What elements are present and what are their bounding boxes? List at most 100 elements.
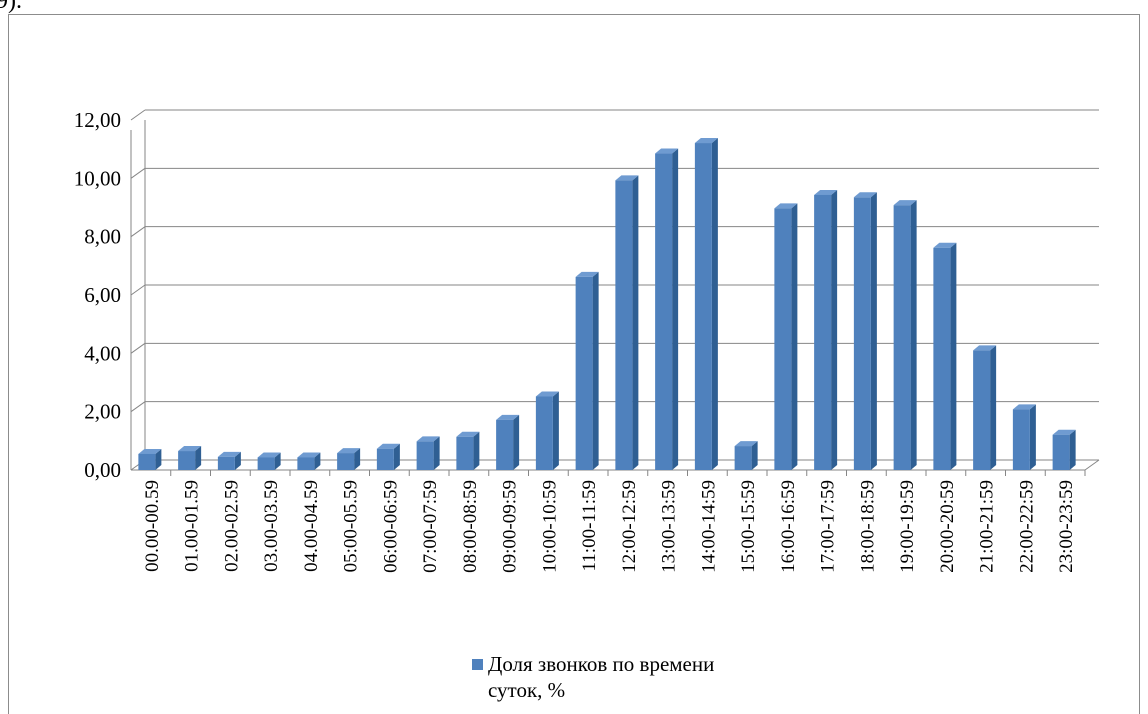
x-tick-label: 20:00-20:59 bbox=[937, 480, 958, 573]
bar bbox=[734, 441, 758, 470]
x-tick-label: 23:00-23:59 bbox=[1056, 480, 1077, 573]
gridline-side bbox=[130, 109, 146, 121]
x-tick-label: 01.00-01.59 bbox=[182, 480, 203, 572]
y-tick-label: 6,00 bbox=[84, 283, 121, 307]
x-tick-label: 17:00-17:59 bbox=[818, 480, 839, 573]
bar-front bbox=[535, 396, 553, 470]
x-tick-label: 03.00-03.59 bbox=[261, 480, 282, 572]
bar bbox=[416, 436, 440, 470]
x-tick-label: 13:00-13:59 bbox=[659, 480, 680, 573]
bar bbox=[575, 271, 599, 470]
y-tick-label: 0,00 bbox=[84, 458, 121, 482]
bar-front bbox=[655, 153, 673, 470]
bar-front bbox=[1052, 434, 1070, 470]
x-tick-label: 09:00-09:59 bbox=[500, 480, 521, 573]
bar-top bbox=[893, 200, 917, 206]
x-tick-label: 22:00-22:59 bbox=[1016, 480, 1037, 573]
bar-front bbox=[416, 441, 434, 470]
bar-side bbox=[1069, 429, 1076, 470]
bar-front bbox=[217, 456, 235, 470]
bar-front bbox=[734, 446, 752, 470]
bar bbox=[893, 200, 917, 470]
gridline-side bbox=[130, 167, 146, 179]
bar-top bbox=[774, 203, 798, 209]
bar-top bbox=[178, 446, 202, 452]
x-tick-label: 18:00-18:59 bbox=[857, 480, 878, 573]
bar-top bbox=[734, 441, 758, 447]
x-tick-label: 04.00-04.59 bbox=[301, 480, 322, 572]
bar bbox=[376, 443, 400, 470]
bar bbox=[178, 446, 202, 470]
x-tick-label: 14:00-14:59 bbox=[698, 480, 719, 573]
bar-front bbox=[694, 143, 712, 470]
legend-swatch bbox=[472, 659, 483, 670]
bar bbox=[774, 203, 798, 470]
bar-side bbox=[393, 443, 400, 470]
bar-side bbox=[950, 242, 957, 470]
x-tick-label: 00.00-00.59 bbox=[142, 480, 163, 572]
bar-top bbox=[973, 345, 997, 351]
bar-top bbox=[814, 189, 838, 195]
bar-top bbox=[376, 443, 400, 449]
axes bbox=[130, 120, 1100, 476]
chart-frame bbox=[8, 14, 1140, 714]
bar-side bbox=[354, 448, 361, 470]
bar bbox=[337, 448, 361, 470]
bar-top bbox=[535, 391, 559, 397]
y-tick-labels: 0,00 2,00 4,00 6,00 8,00 10,00 12,00 bbox=[74, 108, 121, 482]
bar-top bbox=[217, 451, 241, 457]
x-tick-label: 21:00-21:59 bbox=[977, 480, 998, 573]
bar-top bbox=[337, 448, 361, 454]
x-tick-label: 10:00-10:59 bbox=[539, 480, 560, 573]
bar-side bbox=[473, 431, 480, 470]
bar bbox=[496, 414, 520, 470]
bar-side bbox=[1029, 404, 1036, 470]
bar-side bbox=[870, 192, 877, 470]
bar bbox=[297, 452, 321, 470]
bar-top bbox=[853, 192, 877, 198]
x-tick-label: 15:00-15:59 bbox=[738, 480, 759, 573]
bar-front bbox=[456, 436, 474, 470]
bar-front bbox=[178, 451, 196, 470]
bar-front bbox=[337, 453, 355, 470]
x-tick-label: 05:00-05.59 bbox=[341, 480, 362, 572]
x-tick-label: 08:00-08:59 bbox=[460, 480, 481, 573]
y-tick-label: 10,00 bbox=[74, 166, 121, 190]
bar-top bbox=[655, 148, 679, 154]
bar-side bbox=[552, 391, 559, 470]
bar-front bbox=[853, 197, 871, 470]
bar-front bbox=[138, 453, 156, 470]
x-tick-label: 11:00-11:59 bbox=[579, 480, 600, 571]
legend-label-line-2: суток, % bbox=[488, 678, 566, 702]
bar-side bbox=[751, 441, 758, 470]
bar-front bbox=[814, 194, 832, 471]
gridline-side bbox=[130, 226, 146, 238]
x-tick-label: 19:00-19:59 bbox=[897, 480, 918, 573]
bar-top bbox=[456, 431, 480, 437]
legend-label-line-1: Доля звонков по времени bbox=[488, 652, 715, 676]
bar-front bbox=[1012, 409, 1030, 470]
x-tick-label: 07:00-07:59 bbox=[420, 480, 441, 573]
bar-front bbox=[774, 208, 792, 470]
bar bbox=[814, 189, 838, 471]
x-tick-label: 16:00-16:59 bbox=[778, 480, 799, 573]
bar bbox=[655, 148, 679, 470]
bar-top bbox=[1052, 429, 1076, 435]
bar bbox=[1052, 429, 1076, 470]
bar-front bbox=[973, 350, 991, 470]
bar-top bbox=[1012, 404, 1036, 410]
bar-side bbox=[791, 203, 798, 470]
x-tick-label: 02.00-02.59 bbox=[221, 480, 242, 572]
bar-front bbox=[376, 448, 394, 470]
bar-front bbox=[496, 419, 514, 470]
y-tick-label: 4,00 bbox=[84, 341, 121, 365]
bar-top bbox=[297, 452, 321, 458]
bar-side bbox=[234, 451, 241, 470]
y-tick-label: 2,00 bbox=[84, 400, 121, 424]
bar bbox=[257, 452, 281, 470]
bar bbox=[853, 192, 877, 470]
bar-front bbox=[933, 247, 951, 470]
bar-side bbox=[632, 175, 639, 470]
floor-edge bbox=[1084, 459, 1100, 471]
